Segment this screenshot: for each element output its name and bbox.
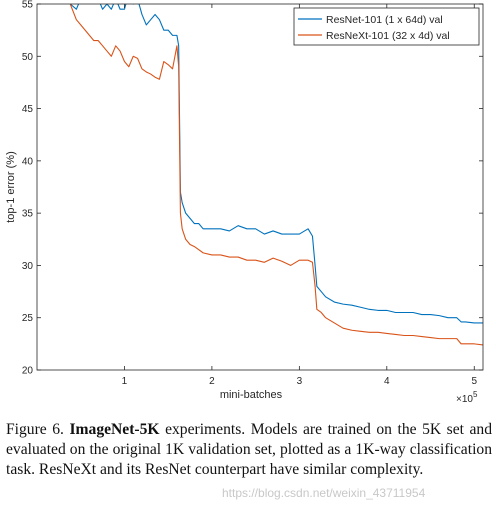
x-multiplier-label: ×105 <box>456 390 478 405</box>
y-tick-label: 35 <box>22 209 34 220</box>
y-axis-label: top-1 error (%) <box>5 151 17 223</box>
caption-label: Figure 6. <box>6 421 64 438</box>
legend-label-0: ResNet-101 (1 x 64d) val <box>326 14 443 26</box>
y-tick-label: 40 <box>22 156 34 167</box>
figure-caption: Figure 6. ImageNet-5K experiments. Model… <box>6 420 492 480</box>
legend-box <box>293 7 480 46</box>
y-tick-label: 50 <box>22 52 34 63</box>
y-tick-label: 20 <box>22 366 34 377</box>
plot-frame <box>36 3 484 371</box>
x-tick-label: 5 <box>471 376 477 387</box>
y-tick-label: 55 <box>22 0 34 11</box>
x-axis-label: mini-batches <box>220 389 283 401</box>
legend: ResNet-101 (1 x 64d) val ResNeXt-101 (32… <box>293 7 480 46</box>
x-multiplier-base: ×10 <box>456 394 473 405</box>
watermark-text: https://blog.csdn.net/weixin_43711954 <box>222 486 426 500</box>
x-tick-label: 4 <box>384 376 390 387</box>
x-multiplier-exponent: 5 <box>473 390 478 399</box>
y-tick-label: 45 <box>22 104 34 115</box>
y-tick-label: 30 <box>22 261 34 272</box>
x-tick-label: 2 <box>209 376 215 387</box>
series-line-0 <box>69 4 483 324</box>
caption-text: experiments. Models are trained on the 5… <box>6 421 493 478</box>
legend-label-1: ResNeXt-101 (32 x 4d) val <box>326 30 450 42</box>
series-layer <box>69 4 483 346</box>
x-tick-label: 1 <box>122 376 128 387</box>
series-line-1 <box>69 4 483 346</box>
y-tick-label: 25 <box>22 313 34 324</box>
x-tick-label: 3 <box>297 376 303 387</box>
caption-bold: ImageNet-5K <box>69 421 160 438</box>
